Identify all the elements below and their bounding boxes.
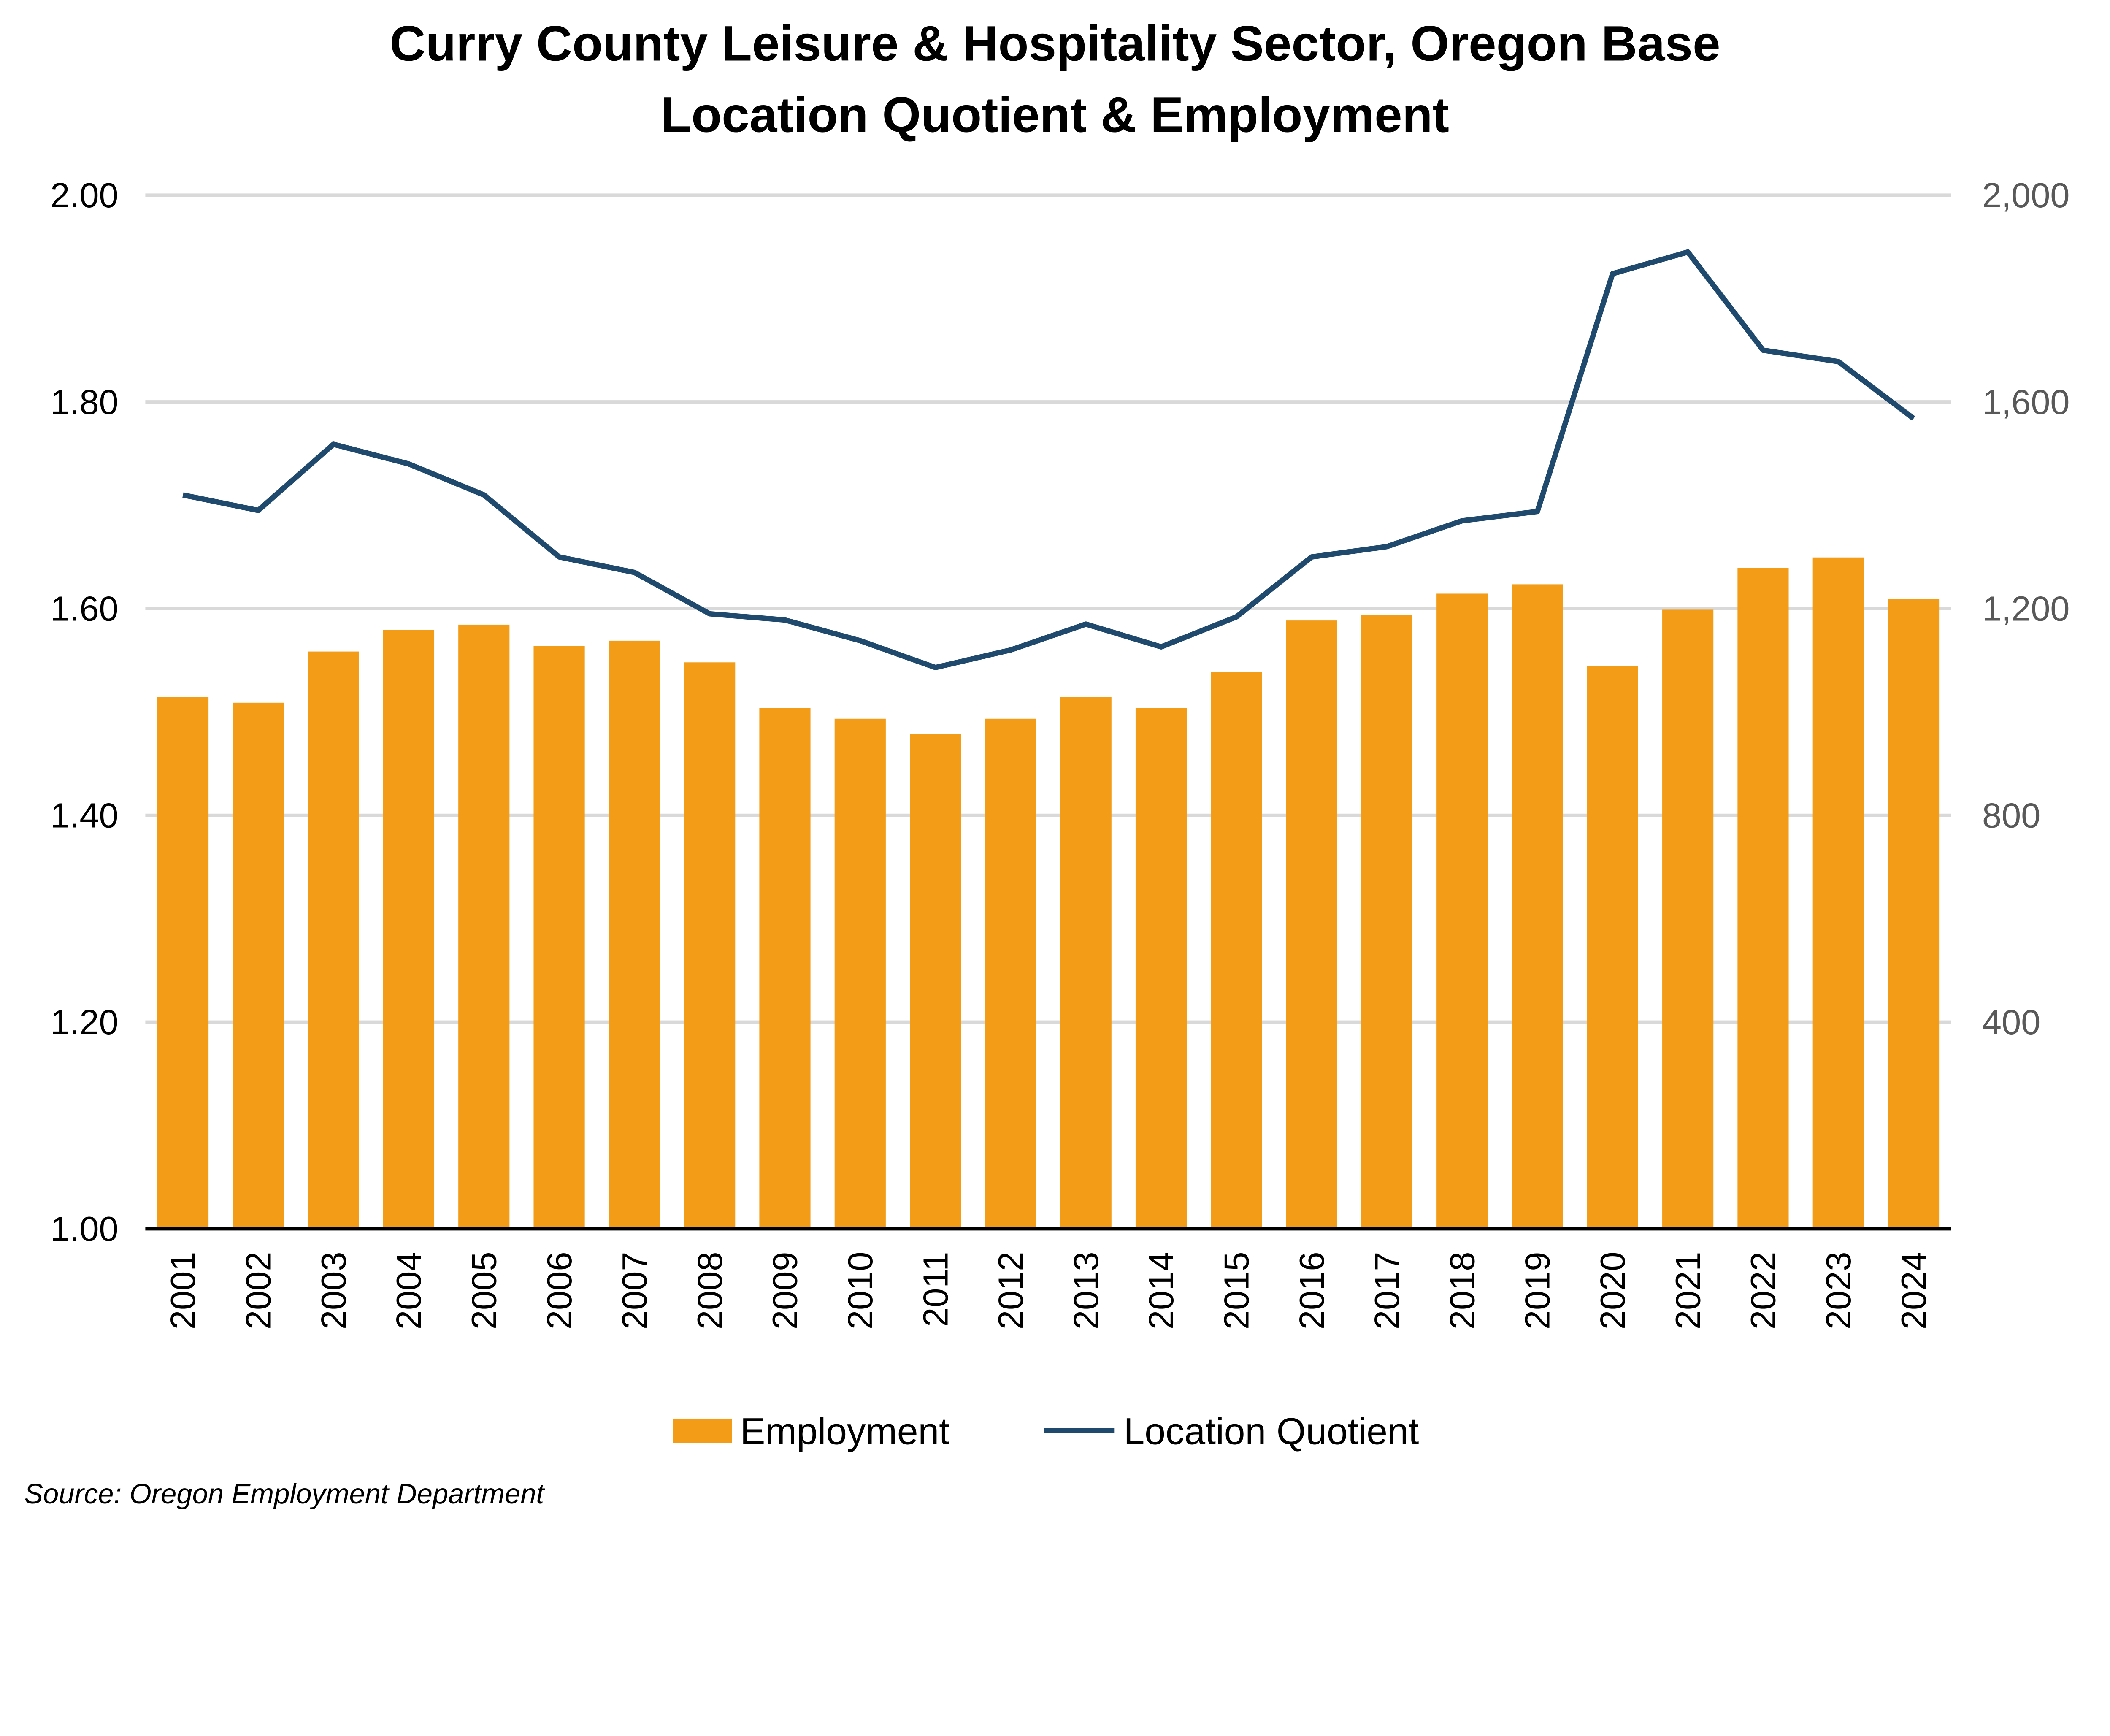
gridlines [145, 193, 1951, 1024]
bar-employment-2017 [1361, 615, 1413, 1229]
line-location-quotient [182, 249, 1915, 670]
point-location-quotient-2002 [258, 510, 259, 511]
bar-employment-2014 [1135, 708, 1187, 1229]
bar-employment-2021 [1662, 609, 1714, 1229]
bar-employment-2013 [1060, 697, 1112, 1229]
x-tick-label: 2024 [1894, 1252, 1933, 1330]
bar-employment-2023 [1812, 557, 1864, 1229]
x-axis-labels: 2001 2002 2003 2004 2005 2006 2007 2008 2009 2010… [163, 1252, 1933, 1330]
bar-employment-2018 [1436, 593, 1488, 1229]
x-tick-label: 2022 [1744, 1252, 1783, 1330]
chart-title-line1: Curry County Leisure & Hospitality Secto… [390, 16, 1720, 71]
bar-employment-2002 [233, 702, 284, 1229]
x-tick-label: 2017 [1367, 1252, 1407, 1330]
bar-employment-2024 [1888, 599, 1940, 1229]
bar-employment-2016 [1286, 620, 1337, 1229]
x-tick-label: 2006 [540, 1252, 579, 1330]
location-quotient-line [182, 249, 1915, 670]
right-tick-label: 800 [1982, 796, 2040, 835]
legend-swatch-employment [673, 1418, 732, 1443]
bar-employment-2020 [1587, 666, 1638, 1229]
left-tick-label: 1.20 [50, 1002, 118, 1042]
left-axis: 1.00 1.20 1.40 1.60 1.80 2.00 [50, 176, 118, 1249]
legend-label-location-quotient: Location Quotient [1124, 1410, 1419, 1452]
x-tick-label: 2005 [464, 1252, 503, 1330]
x-tick-label: 2010 [841, 1252, 880, 1330]
bar-employment-2015 [1211, 672, 1262, 1229]
x-tick-label: 2002 [239, 1252, 278, 1330]
employment-bars [157, 557, 1940, 1229]
x-tick-label: 2008 [690, 1252, 729, 1330]
legend-label-employment: Employment [740, 1410, 950, 1452]
chart: Curry County Leisure & Hospitality Secto… [24, 16, 2069, 1510]
x-tick-label: 2016 [1292, 1252, 1331, 1330]
x-tick-label: 2014 [1142, 1252, 1181, 1330]
left-tick-label: 1.60 [50, 589, 118, 628]
legend: Employment Location Quotient [673, 1410, 1419, 1452]
chart-title-line2: Location Quotient & Employment [661, 87, 1449, 143]
x-tick-label: 2009 [766, 1252, 805, 1330]
bar-employment-2019 [1512, 584, 1563, 1229]
bar-employment-2010 [834, 718, 886, 1229]
right-tick-label: 400 [1982, 1002, 2040, 1042]
x-tick-label: 2019 [1518, 1252, 1557, 1330]
bar-employment-2003 [308, 651, 359, 1229]
left-tick-label: 2.00 [50, 176, 118, 215]
left-tick-label: 1.80 [50, 382, 118, 422]
left-tick-label: 1.40 [50, 796, 118, 835]
x-tick-label: 2023 [1819, 1252, 1858, 1330]
bar-employment-2004 [383, 630, 435, 1229]
bar-employment-2001 [157, 697, 209, 1229]
right-tick-label: 1,200 [1982, 589, 2069, 628]
right-tick-label: 2,000 [1982, 176, 2069, 215]
right-axis: 400 800 1,200 1,600 2,000 [1982, 176, 2069, 1042]
bar-employment-2022 [1737, 568, 1789, 1229]
bar-employment-2009 [759, 708, 811, 1229]
x-tick-label: 2001 [163, 1252, 203, 1330]
point-location-quotient-2007 [634, 572, 635, 573]
bar-employment-2006 [533, 646, 585, 1229]
x-tick-label: 2021 [1668, 1252, 1707, 1330]
x-tick-label: 2018 [1442, 1252, 1482, 1330]
x-tick-label: 2004 [389, 1252, 428, 1330]
source-note: Source: Oregon Employment Department [24, 1478, 545, 1510]
bar-employment-2007 [609, 640, 660, 1229]
x-tick-label: 2012 [991, 1252, 1031, 1330]
x-tick-label: 2013 [1066, 1252, 1106, 1330]
x-tick-label: 2020 [1593, 1252, 1632, 1330]
bar-employment-2011 [910, 734, 961, 1229]
bar-employment-2012 [985, 718, 1036, 1229]
point-location-quotient-2024 [1913, 418, 1914, 419]
left-tick-label: 1.00 [50, 1209, 118, 1249]
x-tick-label: 2007 [615, 1252, 654, 1330]
point-location-quotient-2019 [1537, 511, 1538, 512]
bar-employment-2005 [458, 624, 510, 1229]
x-tick-label: 2015 [1217, 1252, 1256, 1330]
point-location-quotient-2023 [1838, 361, 1839, 362]
x-tick-label: 2011 [916, 1252, 955, 1327]
x-tick-label: 2003 [314, 1252, 353, 1330]
right-tick-label: 1,600 [1982, 382, 2069, 422]
point-location-quotient-2011 [935, 667, 936, 668]
bar-employment-2008 [684, 662, 736, 1229]
